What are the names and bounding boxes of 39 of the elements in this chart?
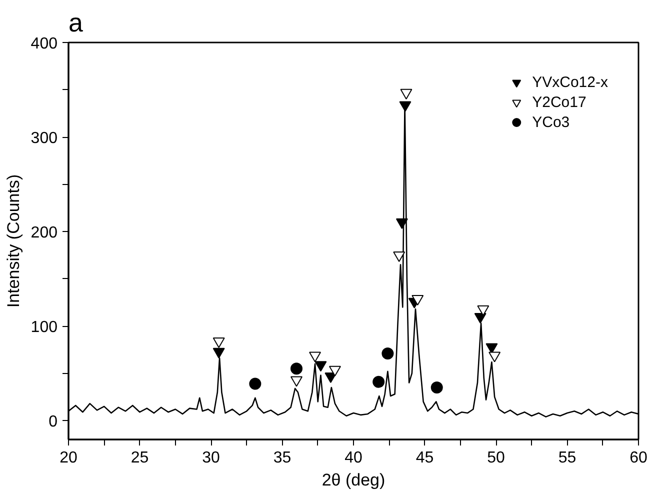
- x-tick-label: 45: [416, 450, 434, 466]
- point: [393, 252, 406, 262]
- x-tick-label: 35: [273, 450, 292, 466]
- x-tick-label: 40: [344, 450, 362, 466]
- chart-title: a: [68, 8, 84, 38]
- point: [314, 361, 327, 372]
- x-tick-label: 30: [202, 450, 220, 466]
- legend-label: Y2Co17: [532, 94, 586, 110]
- y-tick-label: 200: [30, 224, 58, 242]
- point: [399, 101, 412, 112]
- point: [430, 382, 443, 394]
- x-tick-label: 25: [130, 450, 149, 466]
- point: [488, 352, 501, 362]
- point: [328, 366, 341, 376]
- point: [290, 376, 302, 387]
- y-axis-title: Intensity (Counts): [4, 174, 23, 308]
- legend-label: YVxCo12-x: [532, 74, 608, 90]
- legend-label: YCo3: [532, 114, 570, 130]
- point: [249, 378, 262, 390]
- y-tick-label: 0: [48, 414, 58, 431]
- point: [412, 294, 424, 306]
- point: [477, 305, 490, 316]
- point: [382, 347, 394, 360]
- x-tick-label: 55: [558, 450, 576, 466]
- point: [290, 362, 302, 375]
- y-tick-label: 100: [30, 319, 58, 336]
- x-tick-label: 20: [60, 450, 78, 466]
- x-axis-title: 2θ (deg): [322, 470, 386, 490]
- point: [372, 376, 385, 388]
- point: [309, 352, 322, 362]
- y-tick-label: 400: [30, 36, 58, 52]
- point: [474, 312, 486, 324]
- x-tick-label: 50: [487, 450, 505, 466]
- point: [400, 88, 412, 100]
- point: [212, 348, 225, 358]
- y-tick-label: 300: [30, 130, 58, 148]
- point: [212, 338, 225, 348]
- x-tick-label: 60: [630, 450, 648, 466]
- point: [396, 218, 408, 229]
